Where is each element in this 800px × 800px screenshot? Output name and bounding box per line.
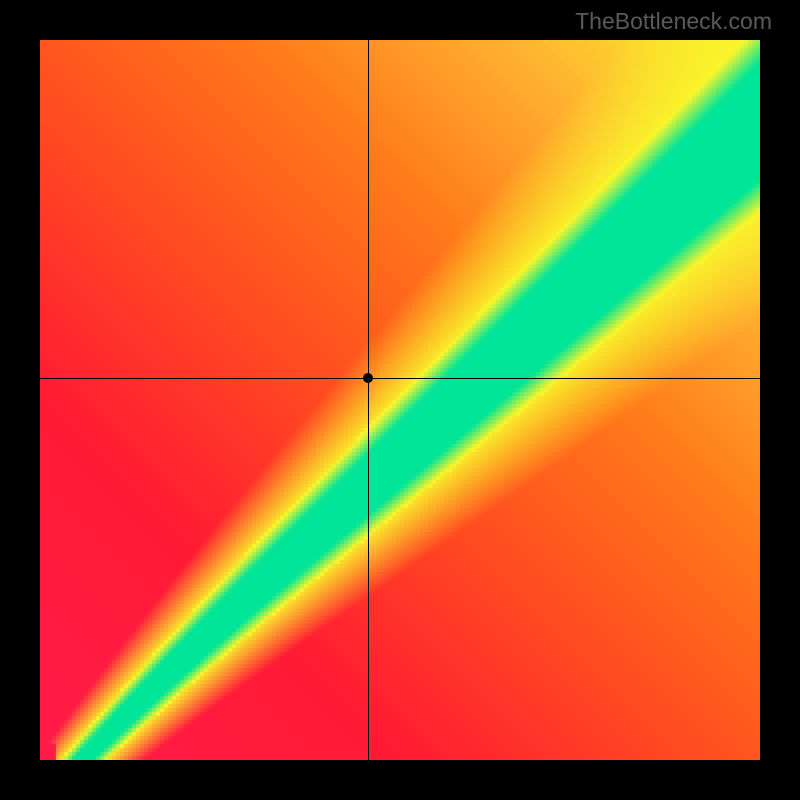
- crosshair-horizontal: [40, 378, 760, 379]
- crosshair-marker: [363, 373, 373, 383]
- crosshair-vertical: [368, 40, 369, 760]
- heatmap-canvas: [40, 40, 760, 760]
- watermark-text: TheBottleneck.com: [575, 8, 772, 35]
- heatmap-plot: [40, 40, 760, 760]
